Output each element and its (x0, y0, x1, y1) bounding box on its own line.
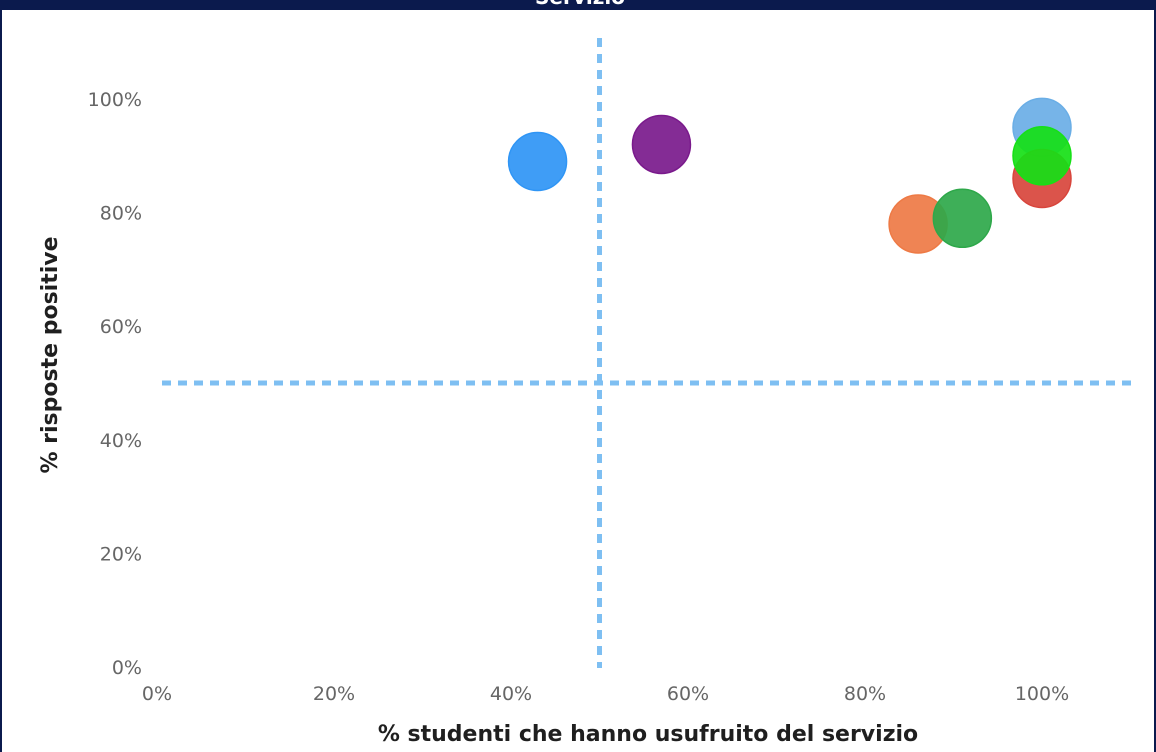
x-tick-label: 60% (667, 683, 709, 705)
data-point-4[interactable] (932, 188, 993, 249)
y-axis-title: % risposte positive (38, 236, 63, 473)
y-tick-label: 60% (100, 316, 142, 338)
x-tick-label: 0% (142, 683, 172, 705)
x-axis-title: % studenti che hanno usufruito del servi… (378, 722, 918, 747)
x-axis-ticks: 0% 20% 40% 60% 80% 100% (142, 683, 1069, 705)
y-tick-label: 80% (100, 203, 142, 225)
x-tick-label: 40% (490, 683, 532, 705)
y-tick-label: 0% (112, 657, 142, 679)
y-tick-label: 40% (100, 430, 142, 452)
y-tick-label: 100% (88, 89, 142, 111)
y-axis-ticks: 0% 20% 40% 60% 80% 100% (88, 89, 142, 679)
data-point-1[interactable] (507, 131, 568, 192)
data-point-2[interactable] (631, 114, 692, 175)
x-tick-label: 80% (844, 683, 886, 705)
y-tick-label: 20% (100, 543, 142, 565)
x-tick-label: 20% (313, 683, 355, 705)
data-points (507, 97, 1072, 254)
x-tick-label: 100% (1015, 683, 1069, 705)
data-point-7[interactable] (1012, 126, 1072, 186)
page-title: Servizio (2, 0, 1156, 9)
header-bar: Servizio (2, 0, 1156, 10)
reference-lines (162, 38, 1136, 668)
